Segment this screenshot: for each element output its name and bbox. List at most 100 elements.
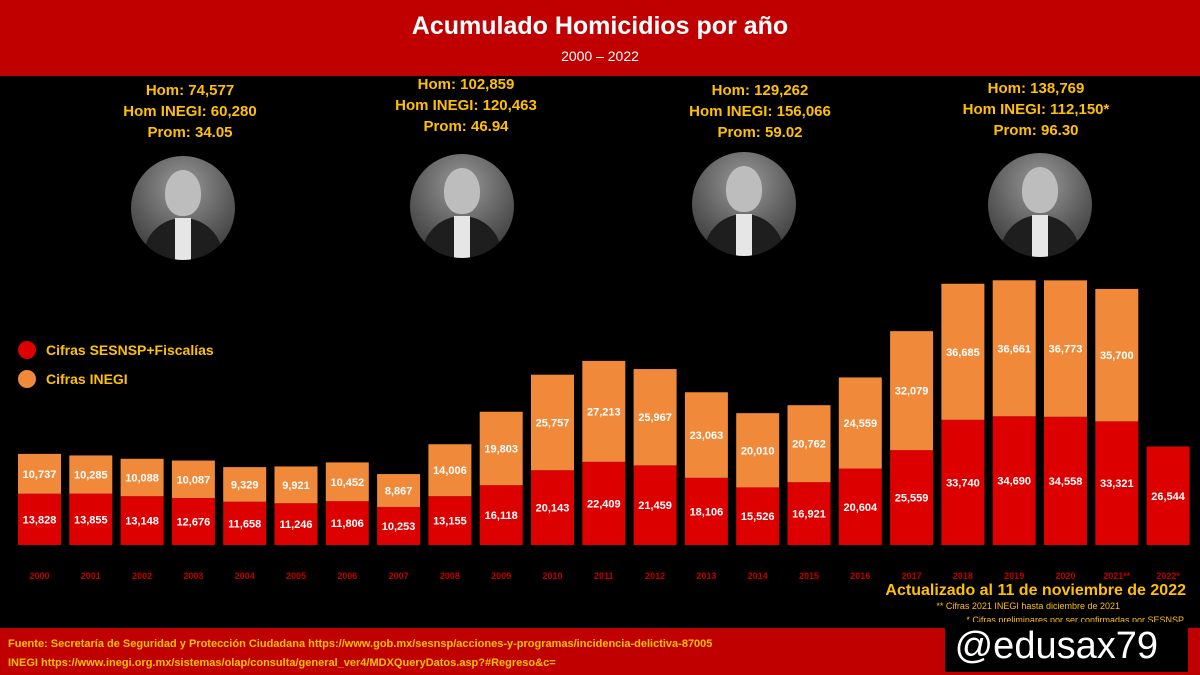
bar-inegi [941, 283, 985, 420]
president-stats-1: Hom: 74,577 Hom INEGI: 60,280 Prom: 34.0… [70, 80, 310, 143]
bar-inegi [684, 392, 728, 478]
bar-sesnsp [941, 419, 985, 545]
data-label-sesnsp: 15,526 [741, 511, 775, 523]
hom-inegi: Hom INEGI: 120,463 [395, 97, 537, 114]
source-line-1: Fuente: Secretaría de Seguridad y Protec… [8, 638, 713, 650]
footnote-2022: * Cifras preliminares por ser confirmada… [966, 615, 1184, 625]
data-label-inegi: 25,967 [638, 412, 672, 424]
bar-inegi [787, 405, 831, 483]
x-tick-label: 2017 [902, 571, 922, 581]
bar-inegi [325, 462, 369, 502]
bar-sesnsp [531, 470, 574, 545]
hom-inegi: Hom INEGI: 156,066 [689, 103, 831, 120]
president-portrait-3 [692, 152, 796, 256]
data-label-sesnsp: 20,604 [843, 502, 878, 514]
x-tick-label: 2020 [1055, 571, 1075, 581]
x-tick-label: 2001 [81, 571, 101, 581]
data-label-sesnsp: 10,253 [382, 521, 416, 533]
hom-avg: Prom: 96.30 [993, 122, 1079, 139]
x-tick-label: 2016 [850, 571, 870, 581]
x-tick-label: 2004 [235, 571, 255, 581]
bar-sesnsp [69, 493, 113, 545]
data-label-sesnsp: 11,246 [279, 519, 312, 531]
x-tick-label: 2011 [594, 571, 614, 581]
x-tick-label: 2010 [542, 571, 562, 581]
bar-sesnsp [18, 493, 61, 545]
data-label-inegi: 14,006 [433, 465, 467, 477]
bar-sesnsp [684, 477, 728, 545]
x-tick-label: 2003 [183, 571, 203, 581]
bar-sesnsp [479, 485, 523, 545]
bar-sesnsp [736, 487, 780, 545]
x-tick-label: 2019 [1004, 571, 1024, 581]
bar-sesnsp [838, 468, 882, 545]
bar-inegi [1044, 280, 1087, 417]
data-label-inegi: 24,559 [843, 418, 877, 430]
data-label-inegi: 10,087 [177, 474, 211, 486]
data-label-sesnsp: 16,921 [792, 509, 826, 521]
data-label-sesnsp: 34,558 [1049, 476, 1083, 488]
data-label-sesnsp: 11,658 [228, 518, 261, 530]
x-tick-label: 2013 [696, 571, 716, 581]
president-stats-3: Hom: 129,262 Hom INEGI: 156,066 Prom: 59… [640, 80, 880, 143]
data-label-sesnsp: 22,409 [587, 498, 621, 510]
chart-title: Acumulado Homicidios por año [411, 12, 789, 40]
data-label-sesnsp: 26,544 [1151, 491, 1186, 503]
data-label-inegi: 19,803 [484, 443, 518, 455]
data-label-sesnsp: 33,740 [946, 477, 980, 489]
bar-sesnsp [992, 416, 1036, 545]
author-handle: @edusax79 [944, 622, 1188, 672]
x-tick-label: 2021** [1103, 571, 1131, 581]
hom-total: Hom: 102,859 [417, 76, 515, 93]
x-tick-label: 2015 [799, 571, 819, 581]
data-label-inegi: 9,329 [231, 479, 259, 491]
data-label-sesnsp: 13,155 [433, 516, 467, 528]
bar-sesnsp [787, 482, 831, 545]
bar-inegi [992, 280, 1036, 417]
data-label-sesnsp: 25,559 [895, 493, 929, 505]
hom-total: Hom: 138,769 [987, 80, 1085, 97]
data-label-inegi: 36,661 [997, 343, 1031, 355]
x-tick-label: 2000 [29, 571, 49, 581]
bar-inegi [223, 467, 267, 502]
president-portrait-4 [988, 153, 1092, 257]
x-tick-label: 2014 [748, 571, 768, 581]
bar-inegi [377, 474, 421, 507]
bar-inegi [18, 453, 61, 494]
bar-inegi [736, 413, 780, 488]
bar-inegi [1095, 288, 1139, 422]
bar-sesnsp [1044, 416, 1087, 545]
bar-sesnsp [274, 503, 318, 545]
bar-inegi [838, 377, 882, 469]
bar-sesnsp [890, 450, 934, 545]
data-label-inegi: 10,088 [125, 473, 159, 485]
data-label-sesnsp: 13,828 [23, 514, 57, 526]
data-label-sesnsp: 13,148 [125, 516, 159, 528]
data-label-sesnsp: 12,676 [177, 516, 211, 528]
data-label-inegi: 9,921 [282, 480, 310, 492]
data-label-inegi: 8,867 [385, 486, 413, 498]
x-tick-label: 2005 [286, 571, 306, 581]
data-label-inegi: 36,773 [1049, 344, 1083, 356]
legend-item-inegi: Cifras INEGI [18, 370, 128, 388]
hom-avg: Prom: 34.05 [147, 124, 233, 141]
data-label-sesnsp: 11,806 [331, 518, 364, 530]
legend-item-sesnsp: Cifras SESNSP+Fiscalías [18, 341, 214, 359]
data-label-sesnsp: 20,143 [536, 503, 570, 515]
data-label-inegi: 36,685 [946, 347, 980, 359]
president-stats-4: Hom: 138,769 Hom INEGI: 112,150* Prom: 9… [916, 78, 1156, 141]
bar-inegi [274, 466, 318, 504]
data-label-inegi: 10,285 [74, 470, 108, 482]
x-tick-label: 2008 [440, 571, 460, 581]
bar-inegi [531, 374, 574, 471]
data-label-sesnsp: 33,321 [1100, 478, 1134, 490]
x-tick-label: 2022* [1156, 571, 1180, 581]
bar-sesnsp [428, 496, 472, 545]
bar-inegi [582, 360, 626, 462]
data-label-inegi: 25,757 [536, 417, 570, 429]
x-tick-label: 2007 [389, 571, 409, 581]
bar-sesnsp [582, 461, 626, 545]
bar-inegi [890, 331, 934, 451]
x-tick-label: 2006 [337, 571, 357, 581]
data-label-inegi: 10,737 [23, 469, 57, 481]
